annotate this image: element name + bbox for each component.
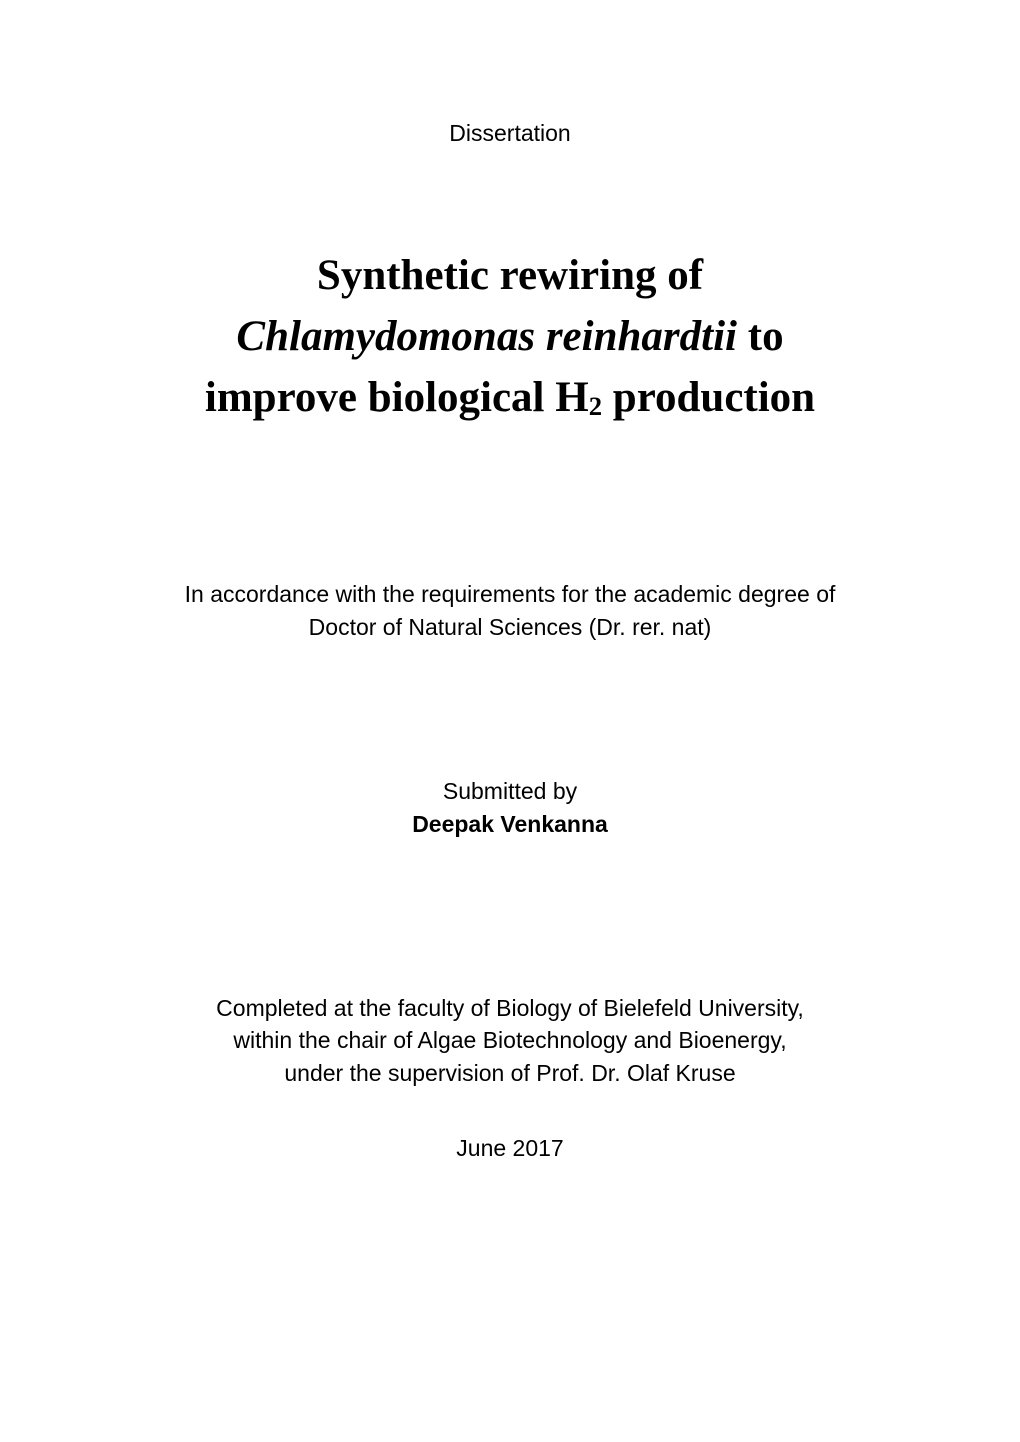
title-subscript: 2: [589, 391, 602, 421]
title-line-1: Synthetic rewiring of: [317, 252, 703, 299]
title-block: Synthetic rewiring of Chlamydomonas rein…: [108, 245, 912, 428]
submitted-block: Submitted by Deepak Venkanna: [108, 775, 912, 842]
submitted-label: Submitted by: [443, 778, 577, 804]
accordance-line-2: Doctor of Natural Sciences (Dr. rer. nat…: [309, 614, 712, 640]
document-type-label: Dissertation: [108, 120, 912, 147]
title-line-3-prefix: improve biological H: [205, 374, 589, 421]
title-species-italic: Chlamydomonas reinhardtii: [236, 313, 737, 360]
completed-line-1: Completed at the faculty of Biology of B…: [216, 995, 804, 1021]
accordance-block: In accordance with the requirements for …: [108, 578, 912, 645]
completed-line-3: under the supervision of Prof. Dr. Olaf …: [284, 1060, 735, 1086]
accordance-line-1: In accordance with the requirements for …: [185, 581, 836, 607]
author-name: Deepak Venkanna: [412, 811, 608, 837]
completed-block: Completed at the faculty of Biology of B…: [108, 992, 912, 1090]
title-line-2-suffix: to: [737, 313, 784, 360]
title-line-3-suffix: production: [602, 374, 815, 421]
completed-line-2: within the chair of Algae Biotechnology …: [233, 1027, 786, 1053]
date-label: June 2017: [108, 1135, 912, 1162]
